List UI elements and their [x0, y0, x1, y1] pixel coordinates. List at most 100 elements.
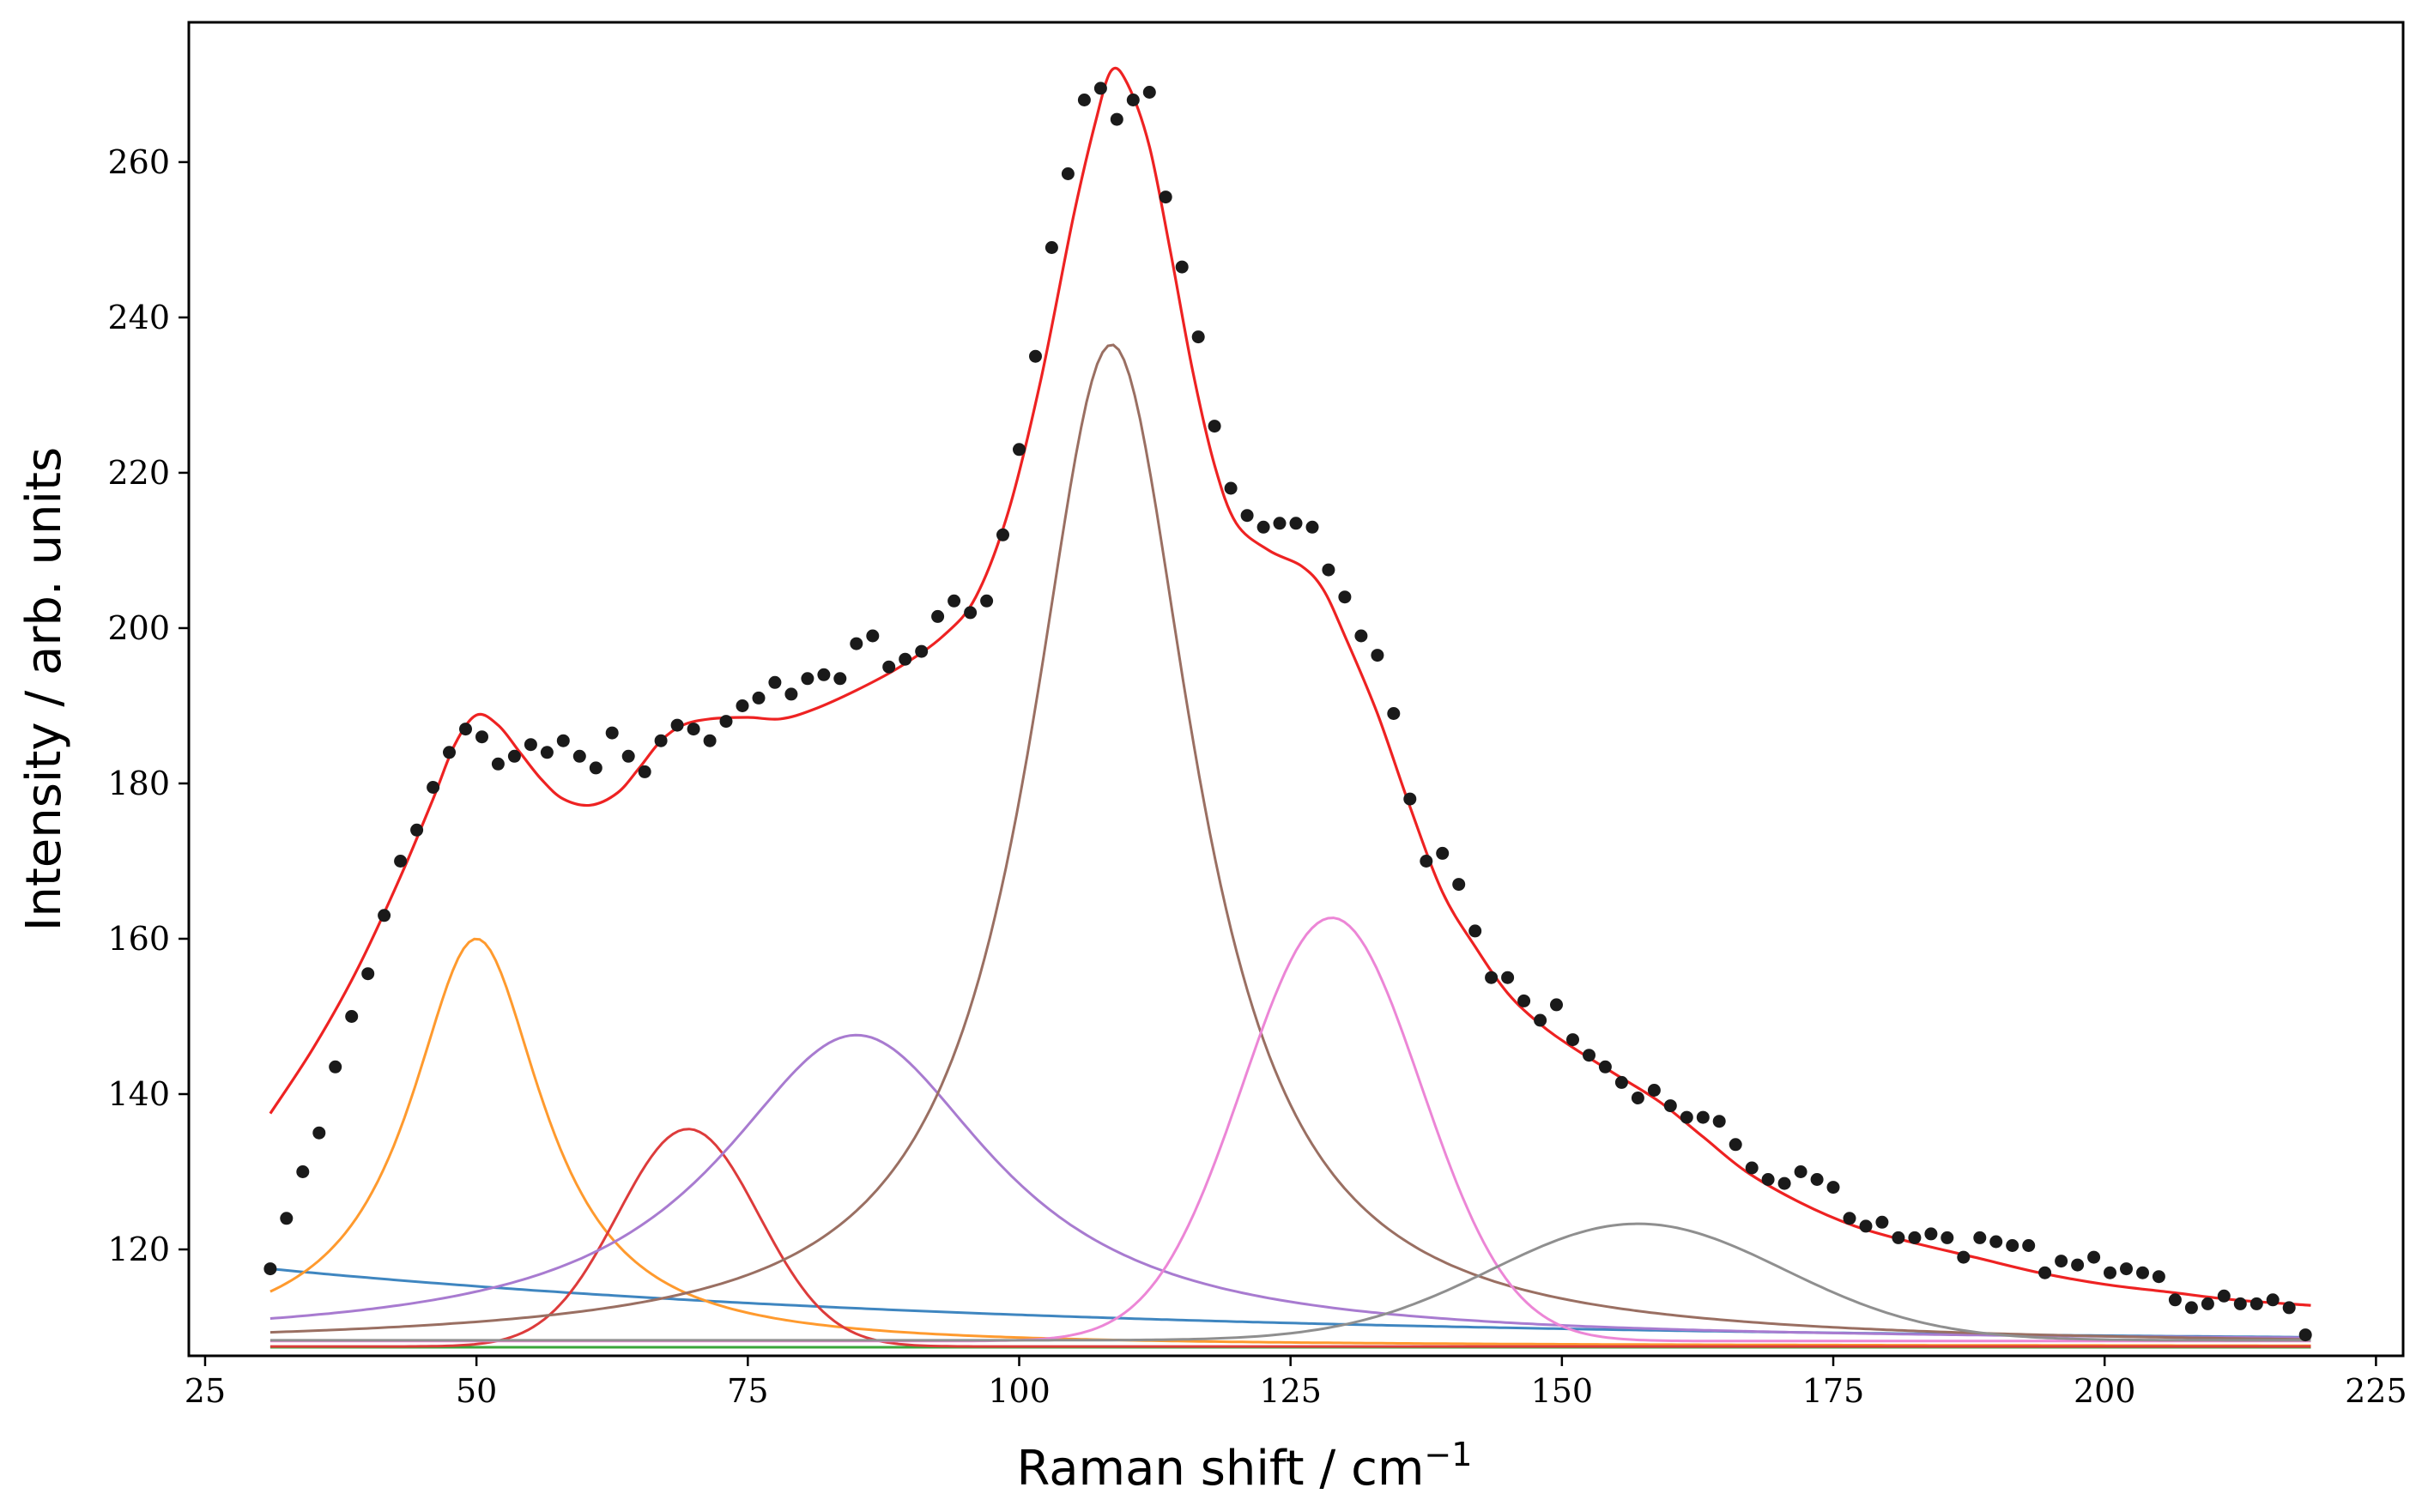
- data-point: [1859, 1219, 1873, 1233]
- data-point: [1240, 509, 1254, 523]
- x-tick-label: 200: [2074, 1372, 2136, 1410]
- data-point: [1875, 1215, 1889, 1229]
- fit-component-5: [269, 343, 2311, 1341]
- data-point: [964, 606, 978, 620]
- data-point: [312, 1126, 326, 1140]
- data-point: [882, 660, 896, 674]
- axis-ticks: 25 50 75 100 125 150 175 200 225 120 140 160 180 200 2…: [107, 143, 2407, 1410]
- fit-component-3: [269, 1128, 2311, 1348]
- data-point: [1598, 1060, 1612, 1074]
- data-point: [1566, 1033, 1579, 1047]
- data-point: [2282, 1301, 2296, 1315]
- axes-frame: [187, 21, 2405, 1358]
- data-point: [1696, 1110, 1710, 1124]
- data-point: [1289, 517, 1303, 530]
- y-tick-label: 240: [107, 299, 170, 336]
- data-point: [2087, 1250, 2101, 1264]
- data-point: [899, 652, 912, 666]
- data-point: [2233, 1297, 2247, 1310]
- data-point: [410, 823, 424, 837]
- data-point: [2071, 1258, 2085, 1272]
- data-point: [1892, 1231, 1905, 1244]
- x-axis-label: Raman shift / cm−1: [1017, 1436, 1473, 1497]
- data-point: [1826, 1181, 1840, 1194]
- data-point: [1794, 1165, 1807, 1178]
- data-point: [378, 909, 391, 922]
- data-point: [1354, 629, 1368, 643]
- data-point: [427, 781, 440, 794]
- data-point: [1989, 1235, 2003, 1249]
- x-tick-label: 175: [1802, 1372, 1865, 1410]
- data-point: [345, 1010, 359, 1023]
- data-point: [1256, 520, 1270, 534]
- data-point: [1534, 1013, 1547, 1027]
- data-point: [1077, 94, 1091, 106]
- y-tick-label: 220: [107, 454, 170, 492]
- data-point: [1810, 1173, 1824, 1186]
- data-point: [2055, 1255, 2068, 1268]
- data-point: [524, 738, 537, 752]
- data-point: [1647, 1084, 1661, 1097]
- data-point: [263, 1262, 277, 1276]
- x-tick-label: 25: [185, 1372, 226, 1410]
- data-point: [1013, 443, 1026, 457]
- data-point: [948, 594, 961, 608]
- data-point: [1403, 792, 1417, 806]
- data-point: [1126, 94, 1140, 106]
- data-point: [1761, 1173, 1775, 1186]
- data-point: [507, 749, 521, 763]
- data-point: [1452, 878, 1466, 892]
- data-point: [2201, 1297, 2214, 1310]
- data-point: [1110, 112, 1123, 126]
- data-point: [572, 749, 586, 763]
- data-point: [1093, 82, 1107, 95]
- data-point: [475, 730, 488, 744]
- data-point: [866, 629, 880, 643]
- y-tick-label: 160: [107, 920, 170, 958]
- data-point: [687, 723, 700, 736]
- fit-component-7: [269, 1222, 2311, 1342]
- data-point: [1387, 707, 1401, 720]
- data-point: [2152, 1270, 2165, 1284]
- data-point: [2298, 1328, 2312, 1342]
- data-point: [1957, 1250, 1971, 1264]
- data-point: [1941, 1231, 1954, 1244]
- y-tick-label: 140: [107, 1075, 170, 1113]
- data-point: [1420, 855, 1433, 868]
- x-tick-label: 225: [2345, 1372, 2407, 1410]
- data-point: [768, 675, 782, 689]
- data-point: [1729, 1138, 1742, 1152]
- data-point: [2266, 1293, 2280, 1307]
- data-point: [1712, 1115, 1726, 1128]
- data-point: [2120, 1262, 2133, 1276]
- x-tick-label: 50: [456, 1372, 497, 1410]
- data-point: [1745, 1161, 1759, 1175]
- data-point: [1663, 1099, 1677, 1113]
- data-point: [1614, 1075, 1628, 1089]
- data-point: [1680, 1110, 1693, 1124]
- data-point: [2249, 1297, 2263, 1310]
- data-point: [1908, 1231, 1922, 1244]
- data-point: [361, 967, 375, 981]
- data-point: [1777, 1176, 1791, 1190]
- data-point: [491, 757, 505, 771]
- data-point: [443, 746, 456, 759]
- data-point: [801, 672, 814, 686]
- x-tick-label: 75: [727, 1372, 768, 1410]
- data-point: [2022, 1239, 2036, 1252]
- data-point: [703, 734, 717, 747]
- data-point: [2217, 1289, 2231, 1303]
- data-point: [996, 528, 1009, 541]
- data-point: [670, 718, 684, 732]
- data-point: [1175, 260, 1189, 274]
- data-point: [1631, 1092, 1644, 1104]
- data-point: [1485, 971, 1499, 984]
- data-point: [833, 672, 847, 686]
- data-point: [296, 1165, 310, 1178]
- data-point: [280, 1212, 294, 1225]
- data-point: [1305, 520, 1319, 534]
- data-point: [1191, 330, 1205, 344]
- x-tick-label: 100: [988, 1372, 1051, 1410]
